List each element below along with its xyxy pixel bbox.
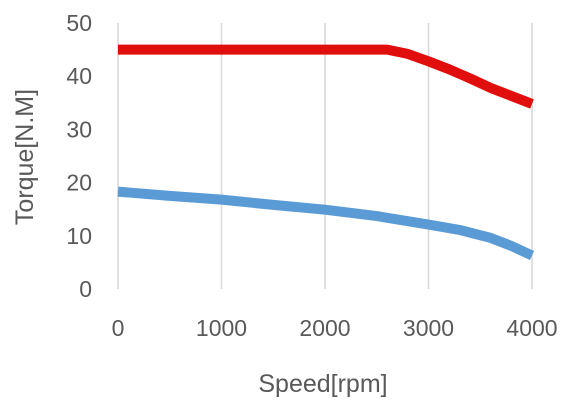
gridlines bbox=[117, 23, 533, 289]
series-line-1 bbox=[118, 44, 534, 109]
x-tick-label: 1000 bbox=[196, 315, 247, 341]
y-tick-label: 50 bbox=[66, 10, 92, 36]
y-tick-label: 40 bbox=[66, 63, 92, 89]
x-tick-label: 3000 bbox=[403, 315, 454, 341]
y-axis-tick-labels: 0 10 20 30 40 50 bbox=[66, 10, 92, 302]
y-tick-label: 30 bbox=[66, 116, 92, 142]
x-tick-label: 0 bbox=[112, 315, 125, 341]
plot-area bbox=[117, 44, 535, 261]
y-tick-label: 0 bbox=[79, 276, 92, 302]
y-tick-label: 20 bbox=[66, 170, 92, 196]
y-axis-title: Torque[N.M] bbox=[11, 89, 39, 225]
x-tick-label: 4000 bbox=[506, 315, 557, 341]
series-line-2 bbox=[117, 186, 535, 261]
y-tick-label: 10 bbox=[66, 223, 92, 249]
x-axis-tick-labels: 0 1000 2000 3000 4000 bbox=[112, 315, 558, 341]
x-tick-label: 2000 bbox=[299, 315, 350, 341]
x-axis-title: Speed[rpm] bbox=[258, 370, 387, 398]
